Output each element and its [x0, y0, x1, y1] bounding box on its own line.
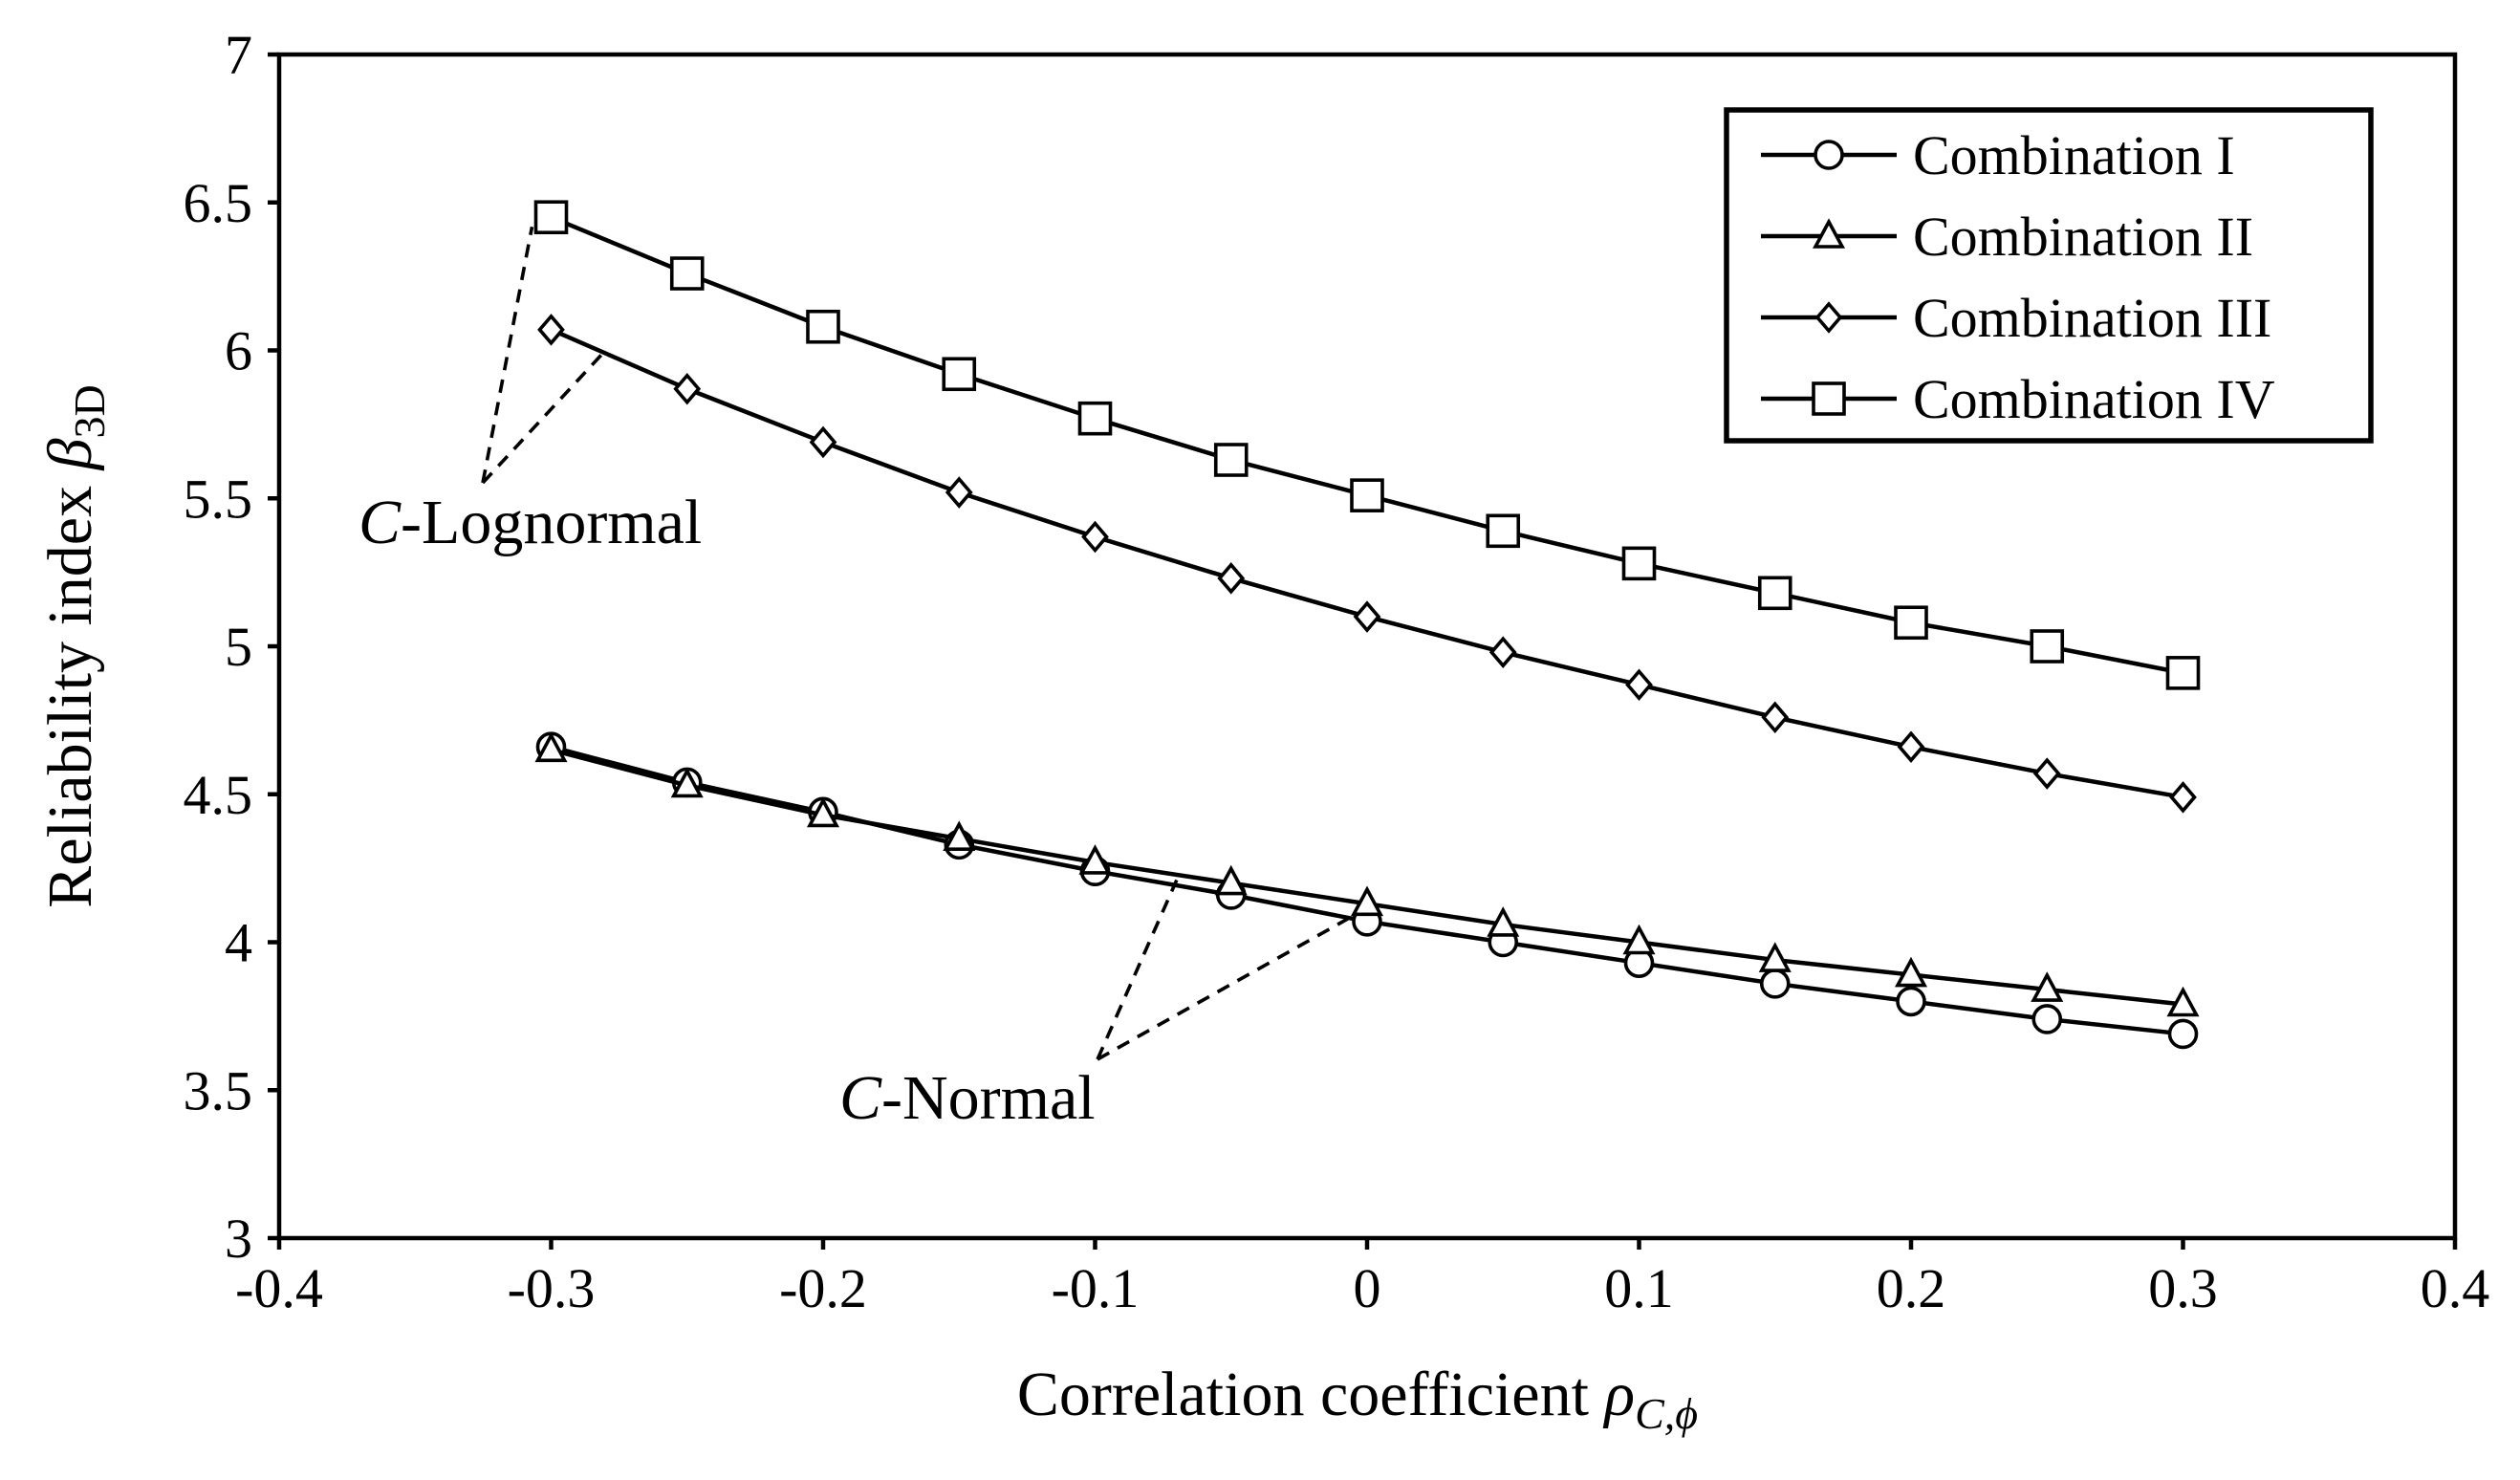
data-point [669, 256, 705, 291]
x-tick-label: -0.4 [235, 1257, 323, 1319]
legend-marker [1812, 218, 1846, 249]
annotations: C-Lognormal C-Normal [358, 226, 1355, 1133]
y-tick-label: 6 [225, 320, 252, 382]
data-point [1894, 956, 1928, 988]
annotation-lognormal: C-Lognormal [358, 488, 702, 557]
x-tick-label: -0.2 [779, 1257, 867, 1319]
series-line [550, 748, 2183, 1007]
data-point [943, 820, 976, 851]
data-point [1353, 600, 1381, 633]
legend-label: Combination III [1913, 287, 2271, 349]
y-tick-label: 3.5 [184, 1059, 253, 1121]
leader-line [1096, 879, 1179, 1060]
data-point [534, 731, 568, 763]
x-tick-label: 0.4 [2421, 1257, 2490, 1319]
data-point [1897, 730, 1925, 763]
legend-label: Combination II [1913, 206, 2253, 268]
data-point [1077, 401, 1113, 436]
x-tick-label: -0.3 [508, 1257, 596, 1319]
x-tick-label: 0 [1354, 1257, 1381, 1319]
data-point [2169, 781, 2197, 814]
data-point [809, 425, 837, 459]
data-point [1759, 969, 1791, 999]
data-point [1486, 513, 1521, 549]
data-point [1488, 636, 1517, 668]
series-diamond [537, 314, 2197, 814]
data-point [2032, 757, 2061, 790]
data-point [2167, 1018, 2199, 1050]
axis-ticks: -0.4 -0.3 -0.2 -0.1 0 0.1 0.2 0.3 0.4 3 3.5 4 4.5 5 5.… [184, 24, 2490, 1319]
data-point [1213, 443, 1249, 477]
data-point [806, 796, 840, 828]
data-point [942, 357, 977, 392]
data-point [1217, 562, 1246, 595]
data-point [1078, 844, 1112, 875]
data-point [670, 767, 704, 798]
data-point [945, 476, 973, 509]
series-group [533, 200, 2201, 1050]
legend-label: Combination I [1913, 124, 2235, 186]
data-point [533, 200, 569, 235]
y-tick-label: 3 [225, 1208, 252, 1270]
y-tick-label: 6.5 [184, 172, 253, 234]
x-tick-label: 0.2 [1877, 1257, 1946, 1319]
data-point [1081, 520, 1109, 554]
data-point [806, 309, 840, 344]
series-square [533, 200, 2201, 690]
y-tick-label: 4 [225, 912, 252, 974]
data-point [1757, 576, 1792, 611]
data-point [673, 372, 702, 405]
legend-marker [1814, 301, 1843, 334]
x-tick-label: 0.3 [2148, 1257, 2218, 1319]
leader-line [1097, 914, 1355, 1061]
data-point [1350, 885, 1384, 917]
data-point [1894, 605, 1928, 641]
y-axis-label: Reliability index β3D [35, 384, 114, 907]
data-point [1214, 864, 1248, 896]
y-tick-label: 4.5 [184, 764, 253, 826]
legend: Combination I Combination II Combination I… [1724, 107, 2374, 444]
x-tick-label: 0.1 [1604, 1257, 1674, 1319]
data-point [1487, 906, 1520, 937]
y-tick-label: 7 [225, 24, 252, 86]
data-point [2030, 629, 2065, 664]
annotation-normal: C-Normal [839, 1063, 1096, 1133]
legend-label: Combination IV [1913, 368, 2275, 430]
leader-line [481, 349, 607, 485]
data-point [1896, 986, 1926, 1017]
data-point [1622, 924, 1656, 955]
plot-frame [276, 52, 2458, 1241]
data-point [2031, 971, 2064, 1002]
data-point [537, 314, 565, 346]
series-triangle [534, 731, 2200, 1017]
x-axis-label: Correlation coefficient ρC,ϕ [1017, 1360, 1698, 1438]
leader-line [481, 226, 534, 484]
data-point [1758, 942, 1792, 972]
legend-marker [1814, 140, 1844, 170]
legend-marker [1812, 381, 1846, 416]
x-tick-label: -0.1 [1052, 1257, 1140, 1319]
y-tick-label: 5 [225, 616, 252, 678]
data-point [2031, 1004, 2063, 1034]
data-point [1625, 668, 1653, 702]
data-point [2166, 986, 2200, 1017]
y-tick-label: 5.5 [184, 468, 253, 530]
data-point [2165, 656, 2201, 690]
data-point [1621, 546, 1657, 581]
data-point [1761, 701, 1790, 734]
data-point [1350, 478, 1384, 512]
